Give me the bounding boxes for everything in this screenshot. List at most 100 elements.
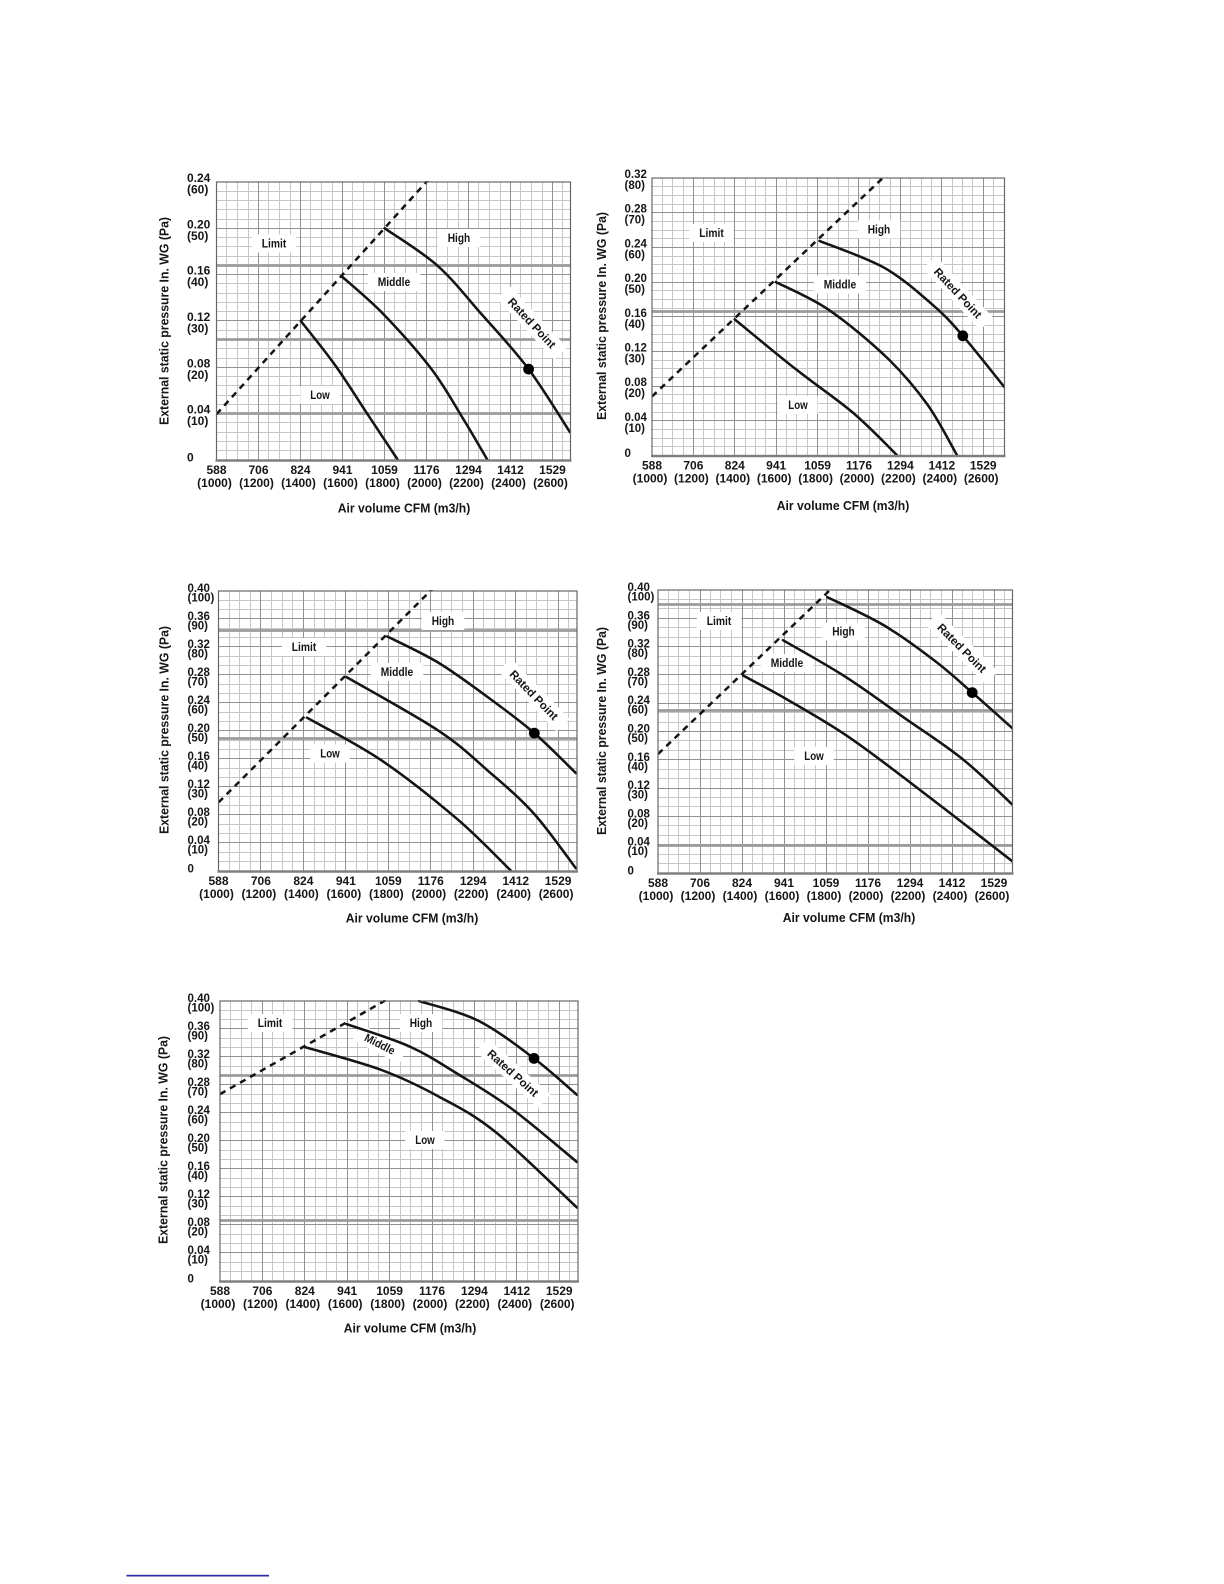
svg-text:(10): (10) <box>628 846 649 858</box>
svg-text:Air volume CFM (m3/h): Air volume CFM (m3/h) <box>346 912 479 926</box>
svg-text:Limit: Limit <box>707 616 732 628</box>
svg-text:1412: 1412 <box>502 874 529 888</box>
svg-text:1059: 1059 <box>375 874 402 888</box>
svg-text:1176: 1176 <box>846 459 872 473</box>
svg-text:(1000): (1000) <box>201 1297 236 1311</box>
svg-text:0.32: 0.32 <box>628 639 650 651</box>
svg-text:Limit: Limit <box>262 239 287 251</box>
svg-text:1529: 1529 <box>546 1284 573 1298</box>
svg-text:0.12: 0.12 <box>187 310 211 324</box>
svg-text:1176: 1176 <box>855 876 881 890</box>
svg-text:(90): (90) <box>628 620 649 632</box>
svg-text:(1600): (1600) <box>323 476 358 490</box>
svg-text:0.40: 0.40 <box>628 582 650 594</box>
svg-text:0.24: 0.24 <box>188 1105 211 1117</box>
svg-text:(2000): (2000) <box>840 472 875 486</box>
svg-text:(1800): (1800) <box>370 1297 405 1311</box>
svg-text:(50): (50) <box>628 733 649 745</box>
svg-text:0.08: 0.08 <box>188 1217 211 1229</box>
svg-text:(10): (10) <box>188 845 209 857</box>
svg-text:0.28: 0.28 <box>188 667 211 679</box>
svg-text:0.04: 0.04 <box>625 412 648 424</box>
svg-text:(1400): (1400) <box>285 1297 320 1311</box>
svg-text:(50): (50) <box>625 284 646 296</box>
svg-text:Air volume CFM (m3/h): Air volume CFM (m3/h) <box>783 911 916 925</box>
svg-text:1529: 1529 <box>981 876 1008 890</box>
svg-text:(2400): (2400) <box>497 1297 532 1311</box>
svg-text:Limit: Limit <box>292 642 317 654</box>
svg-text:(20): (20) <box>187 368 208 382</box>
svg-text:Rated Point: Rated Point <box>931 266 984 321</box>
svg-text:0.08: 0.08 <box>188 807 211 819</box>
svg-text:(1000): (1000) <box>639 889 674 903</box>
svg-text:706: 706 <box>690 876 710 890</box>
svg-text:(40): (40) <box>188 1171 209 1183</box>
svg-text:(2600): (2600) <box>533 476 568 490</box>
svg-text:(1800): (1800) <box>798 472 833 486</box>
svg-text:(10): (10) <box>188 1255 209 1267</box>
svg-text:(2200): (2200) <box>891 889 926 903</box>
svg-text:(1800): (1800) <box>365 476 400 490</box>
svg-text:824: 824 <box>732 876 752 890</box>
svg-text:0.24: 0.24 <box>625 238 648 250</box>
svg-text:0.24: 0.24 <box>628 695 651 707</box>
svg-text:High: High <box>832 627 855 639</box>
svg-text:(50): (50) <box>188 1143 209 1155</box>
svg-text:0.04: 0.04 <box>628 837 651 849</box>
svg-text:Middle: Middle <box>381 667 414 679</box>
svg-text:(2200): (2200) <box>455 1297 490 1311</box>
svg-text:0.36: 0.36 <box>628 610 650 622</box>
svg-text:(2400): (2400) <box>922 472 957 486</box>
svg-text:0: 0 <box>187 451 194 465</box>
svg-text:(1000): (1000) <box>199 887 234 901</box>
svg-text:0.08: 0.08 <box>625 377 648 389</box>
svg-text:(1600): (1600) <box>328 1297 363 1311</box>
svg-text:0.20: 0.20 <box>187 217 211 231</box>
svg-text:(1800): (1800) <box>807 889 842 903</box>
svg-text:(100): (100) <box>188 593 215 605</box>
svg-text:(30): (30) <box>188 789 209 801</box>
svg-text:0.32: 0.32 <box>625 169 647 181</box>
svg-text:1294: 1294 <box>897 876 924 890</box>
svg-text:(70): (70) <box>188 677 209 689</box>
svg-text:706: 706 <box>248 463 268 477</box>
svg-text:(90): (90) <box>188 1031 209 1043</box>
svg-text:(80): (80) <box>625 180 646 192</box>
svg-text:(30): (30) <box>628 790 649 802</box>
svg-text:824: 824 <box>293 874 313 888</box>
svg-text:(2600): (2600) <box>964 472 999 486</box>
svg-text:(30): (30) <box>187 322 208 336</box>
svg-text:External static pressure In. W: External static pressure In. WG (Pa) <box>157 1036 171 1244</box>
svg-text:0.40: 0.40 <box>188 993 210 1005</box>
svg-text:1294: 1294 <box>461 1284 488 1298</box>
svg-text:1529: 1529 <box>539 463 566 477</box>
svg-text:1176: 1176 <box>413 463 439 477</box>
svg-text:(1000): (1000) <box>197 476 232 490</box>
svg-text:Middle: Middle <box>771 658 804 670</box>
svg-text:Limit: Limit <box>258 1018 283 1030</box>
svg-text:(70): (70) <box>628 676 649 688</box>
svg-text:(1400): (1400) <box>723 889 758 903</box>
svg-text:588: 588 <box>206 463 226 477</box>
svg-text:1176: 1176 <box>418 874 444 888</box>
svg-text:0: 0 <box>628 866 634 878</box>
svg-text:1412: 1412 <box>503 1284 530 1298</box>
svg-text:External static pressure In. W: External static pressure In. WG (Pa) <box>158 217 172 425</box>
svg-text:0.16: 0.16 <box>628 752 650 764</box>
svg-text:(100): (100) <box>628 592 655 604</box>
svg-text:(1600): (1600) <box>327 887 362 901</box>
svg-text:Low: Low <box>320 749 340 761</box>
svg-text:(2200): (2200) <box>881 472 916 486</box>
svg-text:Low: Low <box>804 751 824 763</box>
svg-text:(80): (80) <box>628 648 649 660</box>
svg-text:Low: Low <box>788 400 808 412</box>
svg-text:High: High <box>448 233 471 245</box>
svg-text:Middle: Middle <box>378 277 411 289</box>
svg-text:588: 588 <box>208 874 228 888</box>
svg-text:Air volume CFM (m3/h): Air volume CFM (m3/h) <box>777 499 910 513</box>
svg-text:(2400): (2400) <box>496 887 531 901</box>
svg-text:(60): (60) <box>628 705 649 717</box>
svg-text:0.16: 0.16 <box>187 264 211 278</box>
svg-text:0.04: 0.04 <box>188 835 211 847</box>
svg-text:(1400): (1400) <box>281 476 316 490</box>
